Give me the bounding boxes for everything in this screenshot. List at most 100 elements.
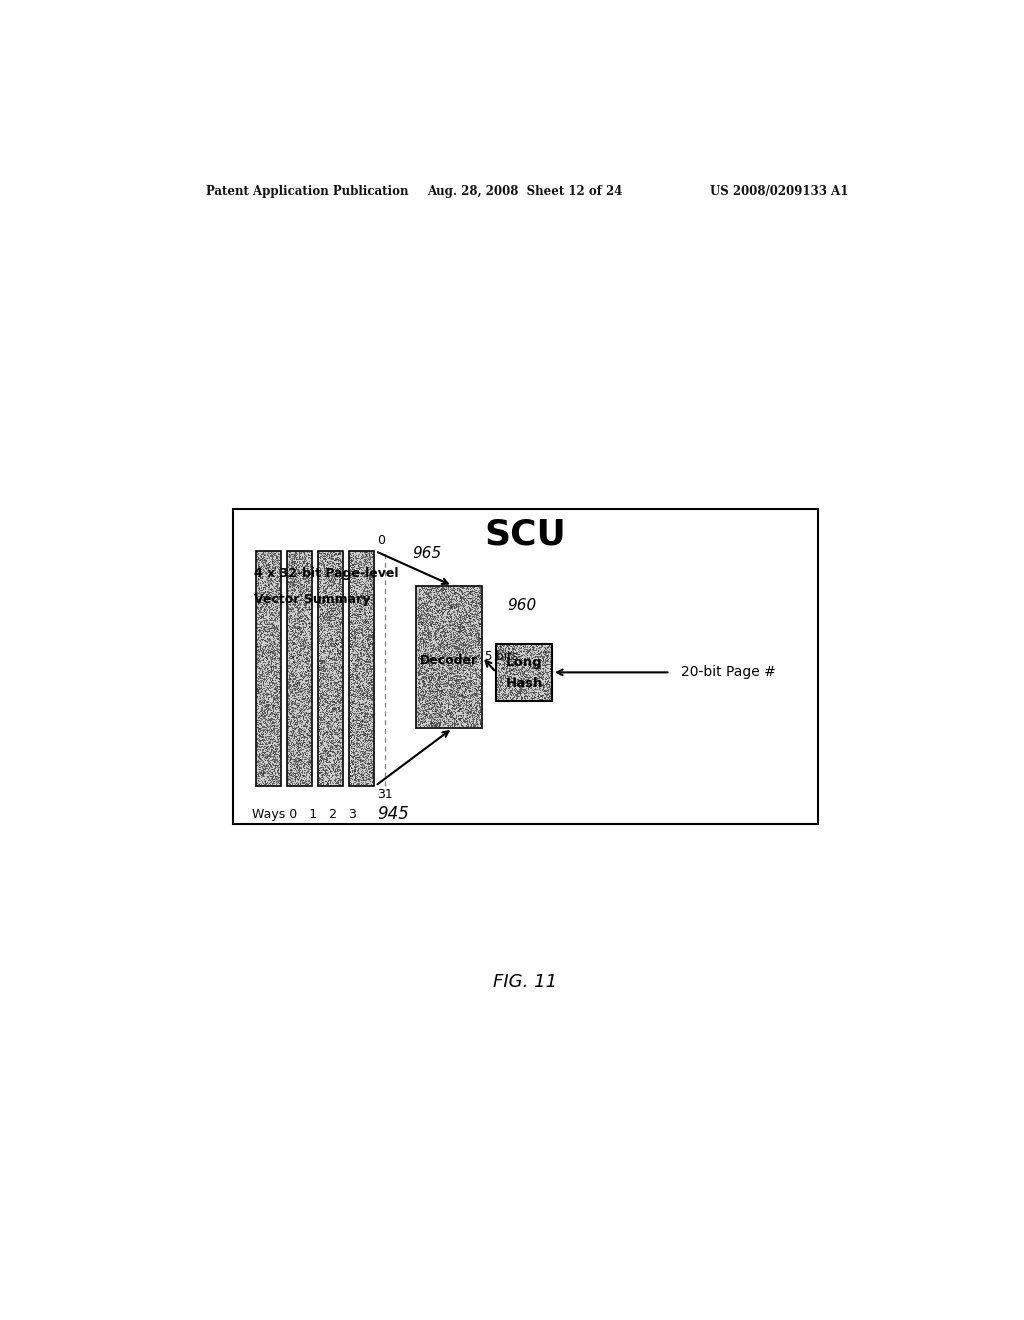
Point	[268, 570, 285, 591]
Point	[290, 570, 306, 591]
Point	[418, 669, 434, 690]
Point	[296, 564, 312, 585]
Point	[310, 759, 327, 780]
Point	[361, 758, 378, 779]
Point	[352, 700, 369, 721]
Point	[360, 709, 377, 730]
Point	[412, 639, 428, 660]
Point	[359, 611, 376, 632]
Point	[512, 640, 528, 661]
Point	[318, 697, 335, 718]
Point	[321, 659, 337, 680]
Point	[292, 594, 308, 615]
Point	[328, 764, 344, 785]
Point	[301, 628, 317, 649]
Point	[264, 693, 281, 714]
Point	[312, 762, 329, 783]
Point	[358, 631, 375, 652]
Point	[516, 639, 532, 660]
Point	[413, 595, 429, 616]
Point	[291, 744, 307, 766]
Point	[465, 696, 481, 717]
Point	[502, 668, 518, 689]
Point	[361, 635, 378, 656]
Point	[260, 589, 276, 610]
Point	[268, 664, 285, 685]
Point	[298, 772, 314, 793]
Point	[250, 717, 266, 738]
Point	[299, 711, 315, 733]
Point	[291, 546, 307, 568]
Point	[266, 652, 283, 673]
Point	[419, 631, 435, 652]
Point	[326, 609, 342, 630]
Point	[253, 752, 269, 774]
Point	[258, 763, 274, 784]
Point	[364, 685, 380, 706]
Point	[290, 768, 306, 789]
Point	[361, 722, 378, 743]
Point	[322, 676, 338, 697]
Point	[263, 685, 280, 706]
Point	[357, 541, 374, 562]
Point	[426, 622, 442, 643]
Point	[326, 612, 342, 634]
Point	[456, 710, 472, 731]
Point	[296, 690, 312, 711]
Point	[255, 549, 271, 570]
Point	[343, 750, 359, 771]
Point	[332, 548, 348, 569]
Point	[314, 692, 331, 713]
Point	[261, 743, 278, 764]
Point	[365, 735, 381, 756]
Point	[291, 673, 307, 694]
Point	[361, 672, 378, 693]
Point	[492, 690, 508, 711]
Point	[290, 607, 306, 628]
Point	[264, 549, 281, 570]
Point	[253, 713, 269, 734]
Point	[532, 665, 549, 686]
Point	[357, 549, 374, 570]
Point	[254, 660, 270, 681]
Point	[257, 562, 273, 583]
Point	[493, 642, 509, 663]
Point	[328, 636, 344, 657]
Point	[417, 632, 433, 653]
Point	[282, 648, 298, 669]
Point	[514, 644, 530, 665]
Point	[259, 692, 275, 713]
Point	[424, 693, 440, 714]
Point	[296, 553, 312, 574]
Point	[255, 706, 271, 727]
Point	[317, 713, 334, 734]
Point	[316, 548, 333, 569]
Point	[357, 564, 374, 585]
Point	[441, 648, 458, 669]
Point	[470, 632, 486, 653]
Point	[415, 661, 431, 682]
Point	[438, 602, 455, 623]
Point	[442, 628, 459, 649]
Point	[300, 609, 316, 630]
Point	[430, 590, 446, 611]
Point	[470, 631, 486, 652]
Point	[438, 607, 455, 628]
Point	[452, 630, 468, 651]
Point	[266, 577, 283, 598]
Point	[325, 729, 341, 750]
Point	[291, 611, 307, 632]
Point	[329, 731, 345, 752]
Point	[342, 733, 358, 754]
Point	[263, 729, 280, 750]
Point	[516, 639, 532, 660]
Point	[330, 620, 346, 642]
Point	[344, 746, 360, 767]
Point	[281, 606, 297, 627]
Point	[281, 677, 297, 698]
Point	[423, 653, 439, 675]
Point	[271, 750, 288, 771]
Point	[301, 697, 317, 718]
Point	[284, 558, 300, 579]
Point	[455, 686, 471, 708]
